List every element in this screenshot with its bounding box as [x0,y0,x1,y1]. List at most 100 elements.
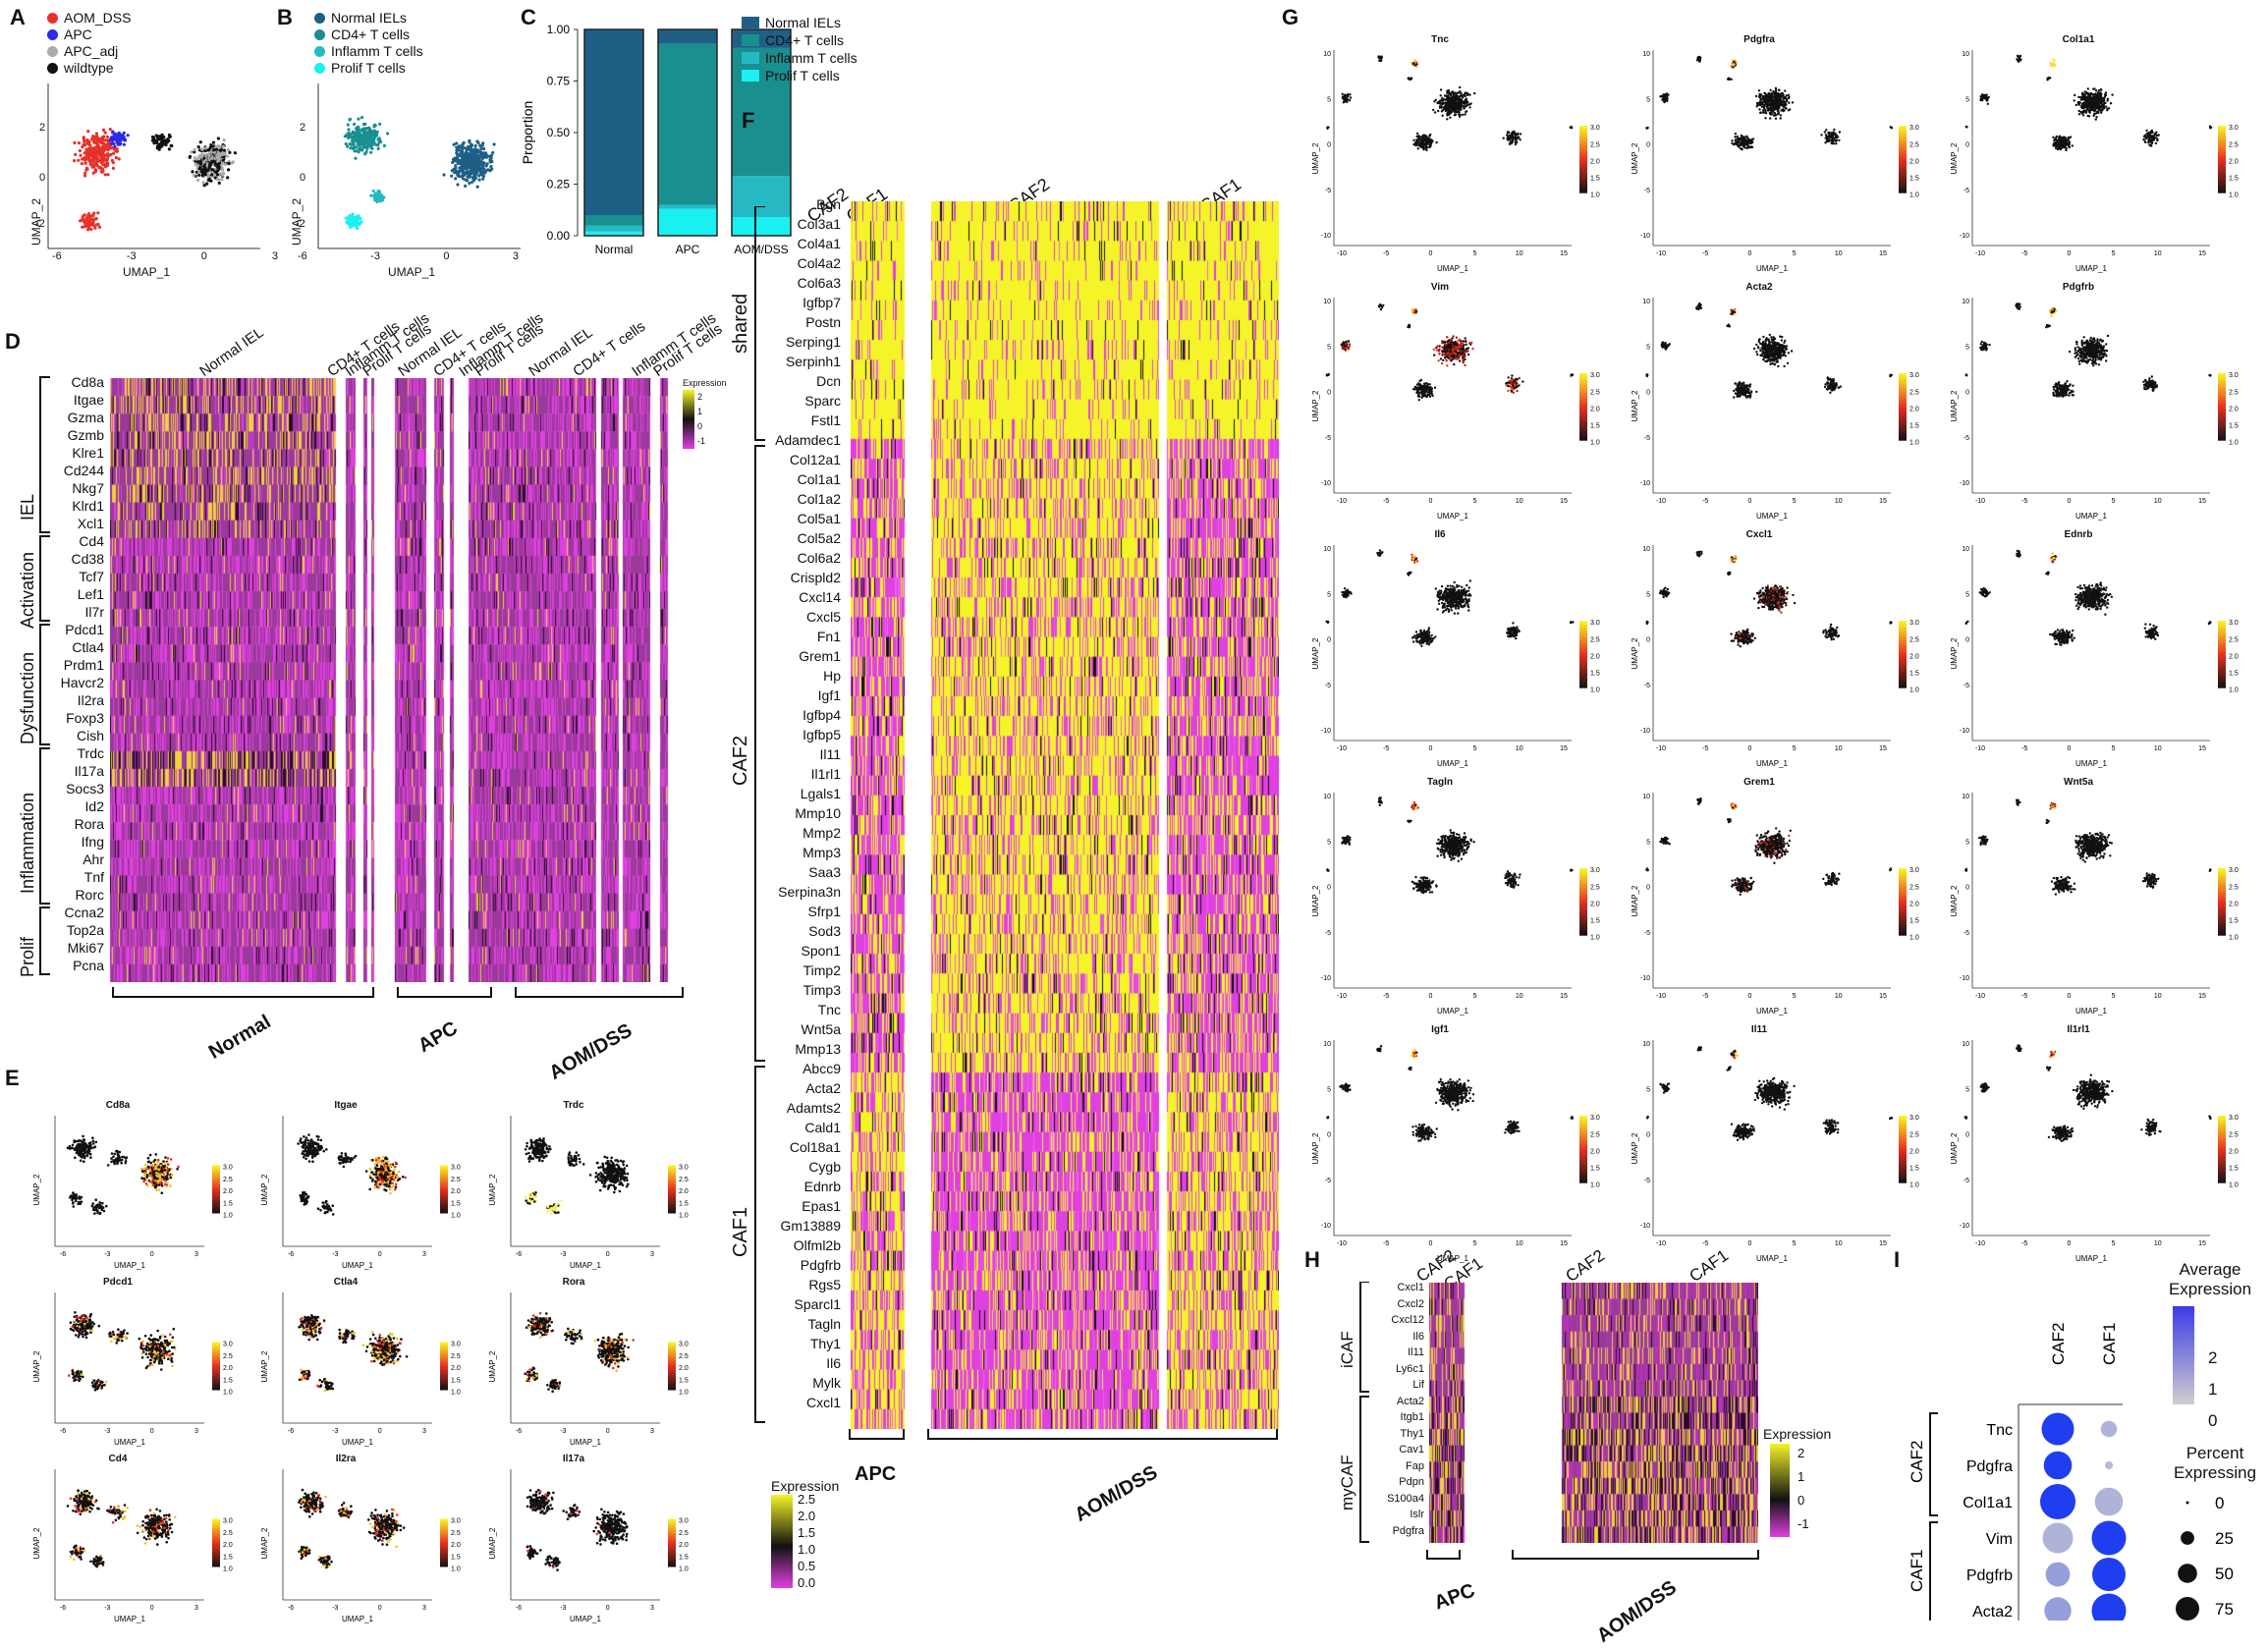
colorbar [1899,373,1907,441]
colorbar-tick: 2.5 [679,1530,689,1537]
x-tick: 10 [1516,250,1523,257]
colorbar-tick: 2.5 [1590,389,1600,396]
panel-h-heatmap [1429,1283,1758,1543]
colorbar-tick: 1.5 [1590,423,1600,430]
x-tick: 15 [1879,1240,1887,1247]
y-tick: 5 [1646,839,1650,846]
colorbar-tick: 1.0 [1909,687,1919,694]
panel-d-category-brackets [34,373,54,982]
x-tick: 3 [422,1605,426,1612]
colorbar-tick: 3.0 [1590,372,1600,379]
feature-plot-xlabel: UMAP_1 [1437,512,1469,521]
tick: 2 [2208,1343,2217,1374]
colorbar [212,1166,220,1214]
size-legend-label: 50 [2215,1565,2234,1583]
x-tick: 0 [1428,1240,1432,1247]
x-tick: -3 [332,1428,338,1435]
gene-label: Mmp3 [723,845,841,860]
colorbar [1899,621,1907,688]
colorbar-tick: 2.5 [451,1530,461,1537]
x-tick: -3 [560,1251,566,1258]
panel-label-f: F [742,108,754,134]
gene-label: Cxcl5 [723,609,841,625]
gene-label: Col1a1 [723,471,841,487]
panel-d-heatmap [110,378,680,982]
x-tick: -5 [2021,498,2027,505]
colorbar-tick: 3.0 [223,1165,233,1172]
x-tick: 5 [1793,745,1797,752]
y-tick: 0 [1965,1132,1969,1139]
x-tick: -10 [1975,1240,1985,1247]
x-tick: 0 [378,1428,382,1435]
x-tick: 10 [1835,1240,1843,1247]
colorbar-tick: 1.0 [1909,1182,1919,1189]
colorbar-tick: 2.0 [679,1365,689,1372]
panel-d-group-brackets [103,987,692,1012]
x-tick: 0 [1747,250,1751,257]
dot [2105,1461,2113,1469]
legend-label: Inflamm T cells [331,43,423,59]
x-tick: 0 [1747,745,1751,752]
dot [2044,1452,2073,1480]
colorbar-tick: 1.5 [679,1200,689,1207]
category-label: CAF2 [1908,1441,1926,1483]
colorbar-tick: 1.0 [1590,440,1600,447]
x-tick: 5 [2112,250,2116,257]
x-tick: -10 [1337,498,1347,505]
gene-label: Tagln [723,1316,841,1332]
gene-label: Mylk [723,1375,841,1391]
y-tick: 5 [1646,591,1650,598]
tick: 0 [201,250,207,262]
y-tick: 10 [1962,51,1969,58]
colorbar-tick: 1.0 [1590,1182,1600,1189]
dot [2046,1563,2071,1587]
y-tick: -10 [1960,975,1969,982]
x-tick: 15 [1560,1240,1568,1247]
colorbar-tick: 1.5 [1590,918,1600,925]
dot [2095,1488,2124,1516]
legend-swatch [742,52,759,64]
colorbar-tick: 2.5 [223,1353,233,1360]
colorbar-tick: 1.5 [223,1377,233,1384]
y-tick: -5 [1325,683,1331,689]
y-tick: 10 [1323,51,1331,58]
colorbar-tick: 1.5 [2229,176,2239,183]
colorbar-tick: 3.0 [223,1518,233,1525]
feature-plot-ylabel: UMAP_2 [260,1527,269,1560]
x-tick: -5 [1383,250,1389,257]
tick: -6 [298,250,307,262]
feature-plot-ylabel: UMAP_2 [260,1174,269,1206]
feature-plot-ylabel: UMAP_2 [1311,885,1320,917]
colorbar-tick: 1.0 [679,1566,689,1573]
legend-label: AOM_DSS [64,10,131,26]
x-tick: 15 [2198,745,2206,752]
x-tick: -6 [60,1251,66,1258]
feature-plot-xlabel: UMAP_1 [114,1438,146,1447]
x-tick: -10 [1656,250,1666,257]
gene-label: Igf1 [723,687,841,703]
bar-segment [584,29,643,215]
colorbar-tick: 1.5 [451,1200,461,1207]
colorbar-tick: 2.0 [1590,406,1600,412]
colorbar [212,1519,220,1567]
gene-label: Pdgfrb [723,1257,841,1273]
bar-segment [658,209,717,236]
colorbar-tick: 3.0 [1590,125,1600,132]
feature-plot-xlabel: UMAP_1 [2075,512,2108,521]
colorbar-tick: 2.0 [2229,406,2239,412]
colorbar-tick: 1.0 [223,1213,233,1220]
y-tick: -5 [1325,930,1331,937]
colorbar-tick: 1.0 [2229,440,2239,447]
colorbar-tick: 1.0 [451,1566,461,1573]
x-tick: 10 [1516,745,1523,752]
